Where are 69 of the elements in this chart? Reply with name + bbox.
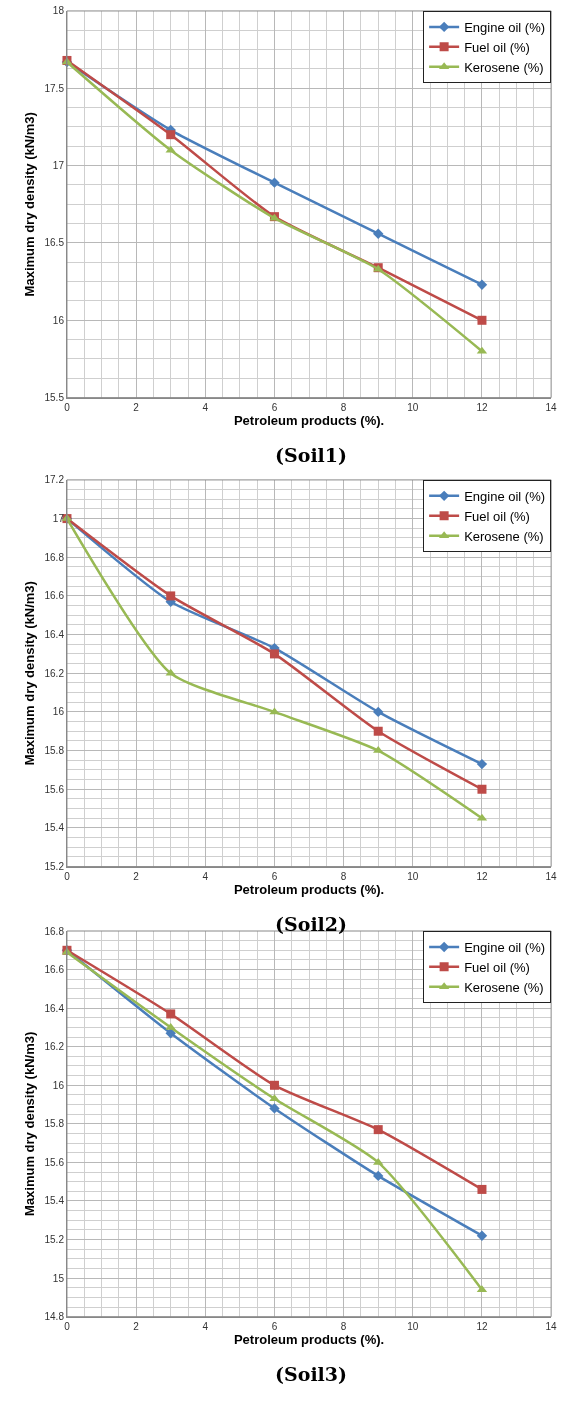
y-tick-label: 15.2 <box>44 1234 65 1246</box>
x-tick-label: 4 <box>202 1320 209 1332</box>
x-tick-label: 0 <box>64 1320 71 1332</box>
x-tick-label: 6 <box>271 401 278 413</box>
x-tick-label: 0 <box>64 401 71 413</box>
y-tick-label: 16.2 <box>44 1041 65 1053</box>
x-tick-label: 14 <box>545 870 558 882</box>
x-tick-label: 6 <box>271 870 278 882</box>
x-tick-label: 0 <box>64 870 71 882</box>
x-tick-label: 8 <box>340 1320 347 1332</box>
x-tick-label: 8 <box>340 870 347 882</box>
x-tick-label: 2 <box>133 401 140 413</box>
x-tick-label: 14 <box>545 401 558 413</box>
legend-label: Engine oil (%) <box>464 488 546 504</box>
y-tick-label: 17.5 <box>44 82 65 94</box>
y-tick-label: 15.4 <box>44 822 65 834</box>
x-tick-label: 4 <box>202 401 209 413</box>
x-axis-title: Petroleum products (%). <box>233 1332 385 1348</box>
x-tick-label: 12 <box>476 401 488 413</box>
y-tick-label: 18 <box>52 5 65 17</box>
x-tick-label: 2 <box>133 1320 140 1332</box>
y-axis-title: Maximum dry density (kN/m3) <box>22 112 38 297</box>
y-tick-label: 15.2 <box>44 861 65 873</box>
legend-label: Fuel oil (%) <box>464 959 530 975</box>
y-tick-label: 16 <box>52 314 65 326</box>
legend-label: Kerosene (%) <box>464 528 544 544</box>
y-tick-label: 15.6 <box>44 783 65 795</box>
x-tick-label: 12 <box>476 870 488 882</box>
x-tick-label: 2 <box>133 870 140 882</box>
legend-label: Kerosene (%) <box>464 979 544 995</box>
y-tick-label: 16.5 <box>44 237 65 249</box>
x-tick-label: 10 <box>407 401 419 413</box>
y-tick-label: 16 <box>52 1079 65 1091</box>
x-tick-label: 10 <box>407 1320 419 1332</box>
text: (Soil1) <box>275 444 348 466</box>
y-tick-label: 16.6 <box>44 964 65 976</box>
y-tick-label: 15 <box>52 1272 65 1284</box>
legend-label: Fuel oil (%) <box>464 508 530 524</box>
y-axis-title: Maximum dry density (kN/m3) <box>22 581 38 766</box>
x-tick-label: 8 <box>340 401 347 413</box>
legend-label: Engine oil (%) <box>464 940 546 956</box>
y-tick-label: 17 <box>52 160 65 172</box>
y-tick-label: 15.4 <box>44 1195 65 1207</box>
y-tick-label: 16.6 <box>44 590 65 602</box>
y-tick-label: 17.2 <box>44 474 65 486</box>
y-tick-label: 16 <box>52 706 65 718</box>
y-axis-title: Maximum dry density (kN/m3) <box>22 1031 38 1216</box>
y-tick-label: 16.4 <box>44 1002 65 1014</box>
legend-label: Engine oil (%) <box>464 19 546 35</box>
y-tick-label: 15.8 <box>44 1118 65 1130</box>
x-tick-label: 10 <box>407 870 419 882</box>
legend-label: Fuel oil (%) <box>464 39 530 55</box>
y-tick-label: 15.5 <box>44 392 65 404</box>
x-tick-label: 6 <box>271 1320 278 1332</box>
y-tick-label: 16.4 <box>44 629 65 641</box>
y-tick-label: 16.8 <box>44 551 65 563</box>
y-tick-label: 15.6 <box>44 1156 65 1168</box>
x-axis-title: Petroleum products (%). <box>233 882 385 898</box>
x-tick-label: 14 <box>545 1320 558 1332</box>
y-tick-label: 15.8 <box>44 745 65 757</box>
text: (Soil2) <box>275 913 348 935</box>
text: (Soil3) <box>275 1363 348 1385</box>
y-tick-label: 14.8 <box>44 1311 65 1323</box>
y-tick-label: 16.2 <box>44 667 65 679</box>
y-tick-label: 16.8 <box>44 925 65 937</box>
x-tick-label: 4 <box>202 870 209 882</box>
x-axis-title: Petroleum products (%). <box>233 413 385 429</box>
x-tick-label: 12 <box>476 1320 488 1332</box>
legend-label: Kerosene (%) <box>464 59 544 75</box>
